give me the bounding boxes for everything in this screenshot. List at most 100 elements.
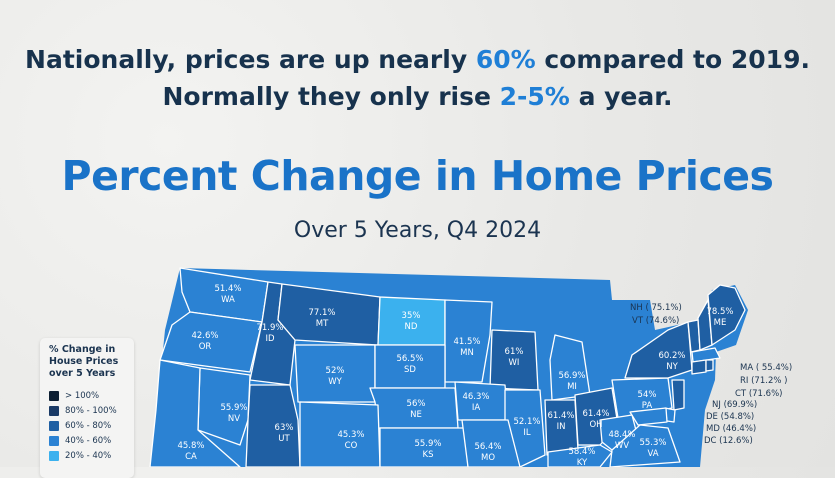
- state-abbr-me: ME: [714, 318, 727, 328]
- state-value-wa: 51.4%: [214, 284, 241, 294]
- state-MO[interactable]: [461, 419, 521, 467]
- state-value-il: 52.1%: [513, 417, 540, 427]
- state-CT[interactable]: [691, 359, 707, 375]
- legend-item: > 100%: [49, 390, 99, 402]
- legend-swatch: [49, 451, 59, 461]
- headline-highlight: 2-5%: [499, 82, 570, 111]
- legend-label: 60% - 80%: [65, 421, 112, 431]
- northeast-callouts: NH ( 75.1%) VT (74.6%) MA ( 55.4%) RI (7…: [630, 303, 792, 446]
- callout-ri: RI (71.2% ): [740, 376, 787, 386]
- headline-line-2: Normally they only rise 2-5% a year.: [0, 81, 835, 112]
- legend-item: 60% - 80%: [49, 420, 111, 432]
- legend-label: > 100%: [65, 391, 100, 401]
- state-value-ca: 45.8%: [177, 441, 204, 451]
- state-ME[interactable]: [707, 284, 746, 346]
- state-value-ia: 46.3%: [462, 392, 489, 402]
- state-CA[interactable]: [149, 359, 241, 467]
- legend-item: 80% - 100%: [49, 405, 117, 417]
- callout-ct: CT (71.6%): [735, 389, 782, 399]
- state-value-ky: 58.4%: [568, 447, 595, 457]
- state-KS[interactable]: [379, 427, 469, 467]
- us-choropleth-map: 51.4%WA 42.6%OR 71.9%ID 77.1%MT 35%ND 41.5%MN…: [149, 267, 792, 467]
- state-value-wy: 52%: [326, 366, 345, 376]
- state-abbr-mt: MT: [316, 319, 329, 329]
- state-value-mt: 77.1%: [308, 308, 335, 318]
- state-value-mn: 41.5%: [453, 337, 480, 347]
- state-value-id: 71.9%: [256, 323, 283, 333]
- headline-text: Nationally, prices are up nearly: [25, 45, 476, 74]
- legend-label: 20% - 40%: [65, 451, 112, 461]
- legend-swatch: [49, 421, 59, 431]
- state-abbr-nd: ND: [405, 322, 418, 332]
- state-MD[interactable]: [629, 407, 668, 426]
- state-value-ut: 63%: [275, 423, 294, 433]
- state-value-sd: 56.5%: [396, 354, 423, 364]
- state-value-ne: 56%: [407, 399, 426, 409]
- state-MT[interactable]: [277, 283, 381, 346]
- state-abbr-il: IL: [523, 428, 531, 438]
- state-MI[interactable]: [549, 334, 591, 401]
- state-KY[interactable]: [547, 444, 613, 467]
- state-value-va: 55.3%: [639, 438, 666, 448]
- callout-nh: NH ( 75.1%): [630, 303, 682, 313]
- state-MA[interactable]: [691, 347, 721, 363]
- state-abbr-ut: UT: [278, 434, 290, 444]
- legend-title: % Change in House Prices over 5 Years: [49, 344, 119, 379]
- headline-highlight: 60%: [475, 45, 536, 74]
- state-value-mo: 56.4%: [474, 442, 501, 452]
- callout-de: DE (54.8%): [706, 412, 754, 422]
- state-abbr-id: ID: [265, 334, 275, 344]
- state-abbr-ks: KS: [423, 450, 434, 460]
- legend-label: 40% - 60%: [65, 436, 112, 446]
- state-abbr-pa: PA: [642, 401, 653, 411]
- map-legend: % Change in House Prices over 5 Years > …: [40, 338, 134, 478]
- state-abbr-ia: IA: [472, 403, 481, 413]
- state-RI[interactable]: [705, 359, 714, 372]
- callout-dc: DC (12.6%): [704, 436, 753, 446]
- state-CO[interactable]: [299, 401, 381, 467]
- state-labels: 51.4%WA 42.6%OR 71.9%ID 77.1%MT 35%ND 41.5%MN…: [177, 284, 733, 467]
- state-abbr-nv: NV: [228, 414, 240, 424]
- state-value-ks: 55.9%: [414, 439, 441, 449]
- callout-ma: MA ( 55.4%): [740, 363, 792, 373]
- state-value-oh: 61.4%: [582, 409, 609, 419]
- state-abbr-co: CO: [345, 441, 358, 451]
- legend-label: 80% - 100%: [65, 406, 117, 416]
- legend-item: 40% - 60%: [49, 435, 111, 447]
- state-NJ[interactable]: [671, 379, 685, 411]
- state-value-co: 45.3%: [337, 430, 364, 440]
- state-value-or: 42.6%: [191, 331, 218, 341]
- state-UT[interactable]: [245, 384, 301, 467]
- legend-swatch: [49, 436, 59, 446]
- state-VA[interactable]: [609, 424, 681, 467]
- map-subtitle: Over 5 Years, Q4 2024: [293, 218, 542, 243]
- headline-text: compared to 2019.: [535, 45, 810, 74]
- state-abbr-va: VA: [647, 449, 658, 459]
- state-abbr-oh: OH: [589, 420, 602, 430]
- state-abbr-ny: NY: [666, 362, 678, 372]
- state-value-pa: 54%: [638, 390, 657, 400]
- state-abbr-ky: KY: [577, 458, 588, 467]
- state-abbr-sd: SD: [404, 365, 416, 375]
- state-abbr-wi: WI: [509, 358, 520, 368]
- legend-item: 20% - 40%: [49, 450, 111, 462]
- state-value-nd: 35%: [402, 311, 421, 321]
- map-title: Percent Change in Home Prices: [61, 152, 774, 200]
- state-OR[interactable]: [159, 311, 263, 373]
- state-value-wv: 48.4%: [608, 430, 635, 440]
- state-value-mi: 56.9%: [558, 371, 585, 381]
- state-abbr-ne: NE: [410, 410, 422, 420]
- state-ND[interactable]: [377, 296, 446, 346]
- state-value-me: 78.5%: [706, 307, 733, 317]
- callout-md: MD (46.4%): [706, 424, 756, 434]
- state-abbr-ca: CA: [185, 452, 197, 462]
- state-value-ny: 60.2%: [658, 351, 685, 361]
- callout-vt: VT (74.6%): [632, 316, 679, 326]
- state-abbr-mo: MO: [481, 453, 495, 463]
- legend-swatch: [49, 391, 59, 401]
- state-value-nv: 55.9%: [220, 403, 247, 413]
- state-PA[interactable]: [611, 377, 673, 419]
- state-abbr-mi: MI: [567, 382, 577, 392]
- legend-swatch: [49, 406, 59, 416]
- state-abbr-or: OR: [199, 342, 212, 352]
